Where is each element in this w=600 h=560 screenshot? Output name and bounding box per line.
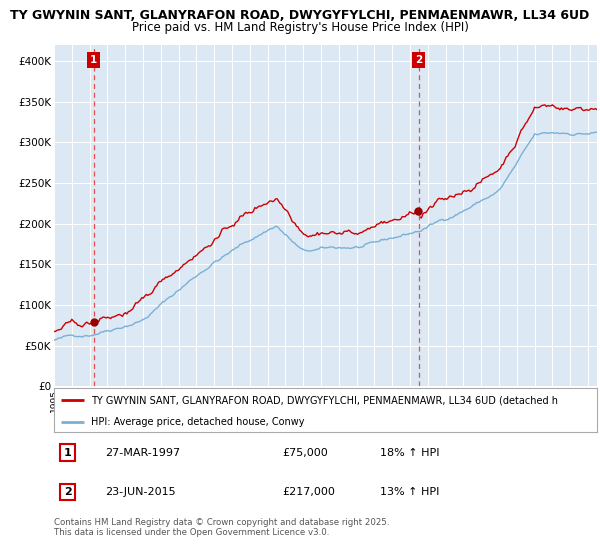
Text: 1: 1 [90,55,97,65]
Text: 27-MAR-1997: 27-MAR-1997 [106,448,181,458]
Text: TY GWYNIN SANT, GLANYRAFON ROAD, DWYGYFYLCHI, PENMAENMAWR, LL34 6UD: TY GWYNIN SANT, GLANYRAFON ROAD, DWYGYFY… [10,9,590,22]
Text: Contains HM Land Registry data © Crown copyright and database right 2025.
This d: Contains HM Land Registry data © Crown c… [54,518,389,538]
Text: 23-JUN-2015: 23-JUN-2015 [106,487,176,497]
Text: TY GWYNIN SANT, GLANYRAFON ROAD, DWYGYFYLCHI, PENMAENMAWR, LL34 6UD (detached h: TY GWYNIN SANT, GLANYRAFON ROAD, DWYGYFY… [91,395,558,405]
Text: 18% ↑ HPI: 18% ↑ HPI [380,448,439,458]
Text: 2: 2 [415,55,422,65]
Text: 13% ↑ HPI: 13% ↑ HPI [380,487,439,497]
Text: HPI: Average price, detached house, Conwy: HPI: Average price, detached house, Conw… [91,417,304,427]
Text: £217,000: £217,000 [282,487,335,497]
Text: 2: 2 [64,487,71,497]
Text: £75,000: £75,000 [282,448,328,458]
Text: Price paid vs. HM Land Registry's House Price Index (HPI): Price paid vs. HM Land Registry's House … [131,21,469,34]
Text: 1: 1 [64,448,71,458]
